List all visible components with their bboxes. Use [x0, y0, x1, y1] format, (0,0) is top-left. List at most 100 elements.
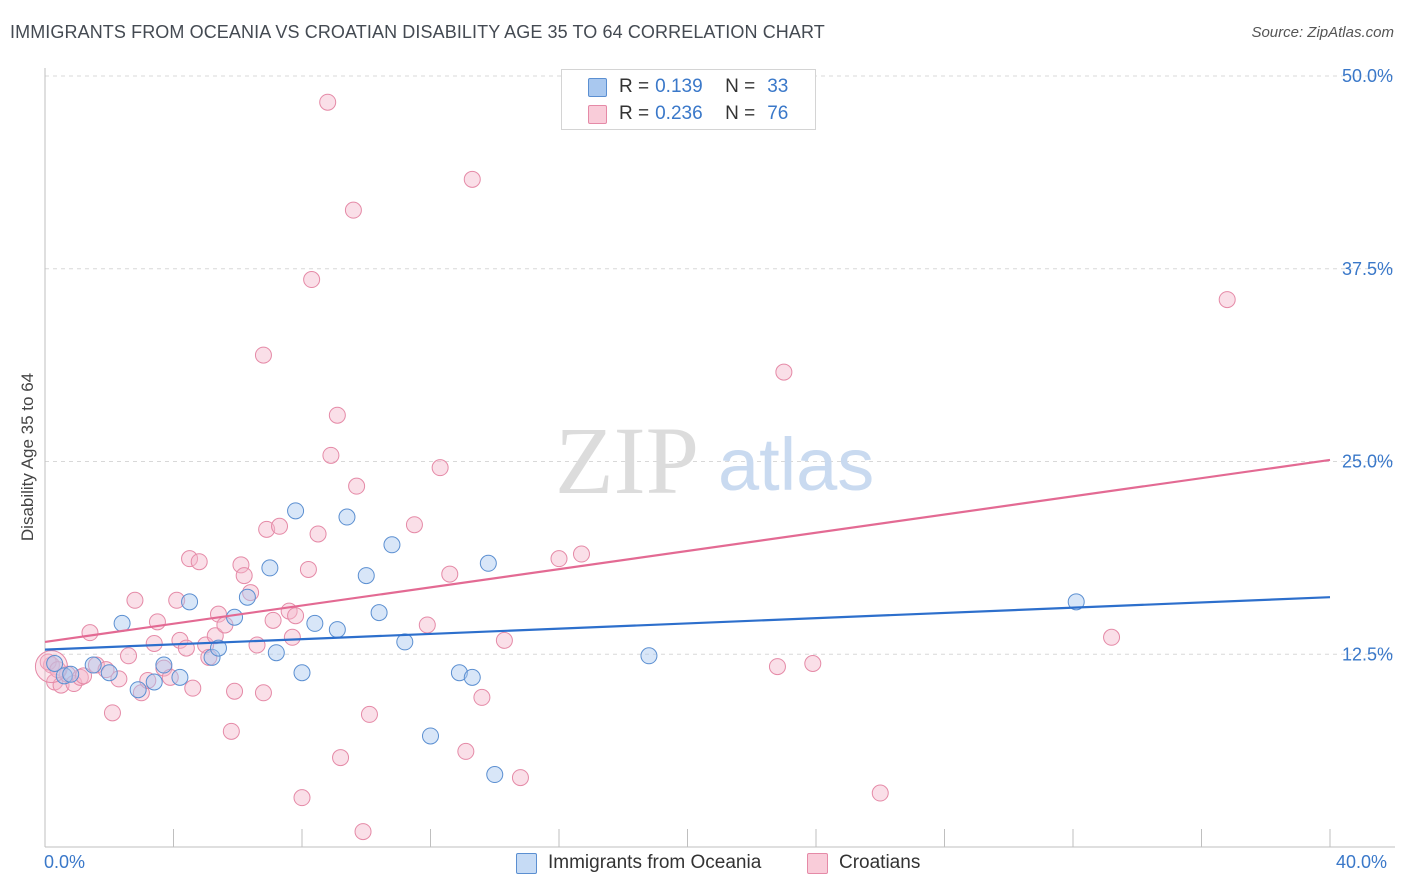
- croatians-point: [1103, 628, 1121, 646]
- oceania-point: [155, 656, 173, 674]
- oceania-point: [422, 727, 439, 745]
- croatians-point: [232, 556, 250, 574]
- oceania-point: [181, 593, 199, 611]
- croatians-point: [248, 636, 266, 654]
- oceania-point: [171, 668, 189, 686]
- croatians-point: [768, 658, 786, 676]
- legend-label-oceania: Immigrants from Oceania: [548, 852, 762, 873]
- oceania-point: [306, 614, 324, 632]
- croatians-point: [168, 591, 186, 609]
- y-tick-label: 50.0%: [1342, 66, 1393, 86]
- stats-legend: R = 0.139 N = 33 R = 0.236 N = 76: [561, 69, 816, 130]
- n-value: 33: [767, 76, 789, 97]
- croatians-point: [511, 769, 529, 787]
- chart-title: IMMIGRANTS FROM OCEANIA VS CROATIAN DISA…: [10, 22, 825, 42]
- oceania-point: [62, 665, 80, 683]
- croatians-point: [283, 628, 301, 646]
- r-label: R =: [619, 103, 650, 124]
- croatians-point: [254, 684, 272, 702]
- oceania-point: [226, 608, 244, 626]
- croatians-point: [405, 516, 423, 534]
- oceania-point: [261, 559, 279, 577]
- oceania-point: [203, 648, 221, 666]
- croatians-point: [293, 789, 311, 807]
- croatians-point: [344, 201, 362, 219]
- croatians-point: [242, 584, 260, 602]
- croatians-point: [258, 520, 276, 538]
- y-tick-label: 12.5%: [1342, 644, 1393, 664]
- oceania-points: [46, 502, 1085, 784]
- oceania-point: [100, 664, 118, 682]
- croatians-point: [235, 567, 253, 585]
- y-tick-label: 37.5%: [1342, 259, 1393, 279]
- oceania-point: [640, 647, 658, 665]
- y-tick-labels: 12.5% 25.0% 37.5% 50.0%: [1342, 66, 1393, 664]
- croatians-point: [190, 553, 208, 571]
- croatians-point: [264, 611, 282, 629]
- oceania-point: [209, 639, 227, 657]
- oceania-point: [129, 681, 147, 699]
- oceania-point: [293, 664, 311, 682]
- croatians-point: [473, 688, 491, 706]
- watermark-atlas: atlas: [718, 423, 874, 506]
- croatians-point: [81, 624, 99, 642]
- source-credit: Source: ZipAtlas.com: [1251, 24, 1394, 41]
- croatians-point: [145, 634, 163, 652]
- croatians-point: [354, 823, 372, 841]
- croatians-point: [177, 639, 195, 657]
- n-label: N =: [725, 76, 756, 97]
- croatians-point: [126, 591, 144, 609]
- r-value: 0.139: [655, 76, 703, 97]
- croatians-point: [309, 525, 327, 543]
- oceania-point: [338, 508, 356, 526]
- r-value: 0.236: [655, 103, 703, 124]
- croatians-point: [254, 346, 272, 364]
- croatians-point: [299, 560, 317, 578]
- legend-item-croatians[interactable]: Croatians: [807, 852, 920, 874]
- croatians-point: [181, 550, 199, 568]
- croatians-point: [120, 647, 138, 665]
- oceania-point: [463, 668, 481, 686]
- croatians-point: [360, 705, 378, 723]
- croatians-point: [322, 446, 340, 464]
- stats-legend-row-oceania: R = 0.139 N = 33: [588, 74, 788, 100]
- croatians-point: [463, 170, 481, 188]
- croatians-point: [226, 682, 244, 700]
- croatians-swatch: [588, 104, 607, 124]
- x-tick-label-min: 0.0%: [44, 852, 86, 872]
- croatians-point: [103, 704, 121, 722]
- croatians-point: [110, 670, 128, 688]
- oceania-point: [287, 502, 305, 520]
- oceania-point: [113, 614, 131, 632]
- croatians-point: [222, 722, 240, 740]
- n-label: N =: [725, 103, 756, 124]
- y-tick-label: 25.0%: [1342, 452, 1393, 472]
- croatians-point: [431, 459, 449, 477]
- x-tick-label-max: 40.0%: [1336, 852, 1388, 872]
- oceania-point: [1067, 593, 1085, 611]
- watermark: ZIP atlas: [555, 407, 874, 514]
- oceania-point: [84, 656, 102, 674]
- croatians-point: [271, 517, 289, 535]
- croatians-legend-swatch: [807, 852, 828, 874]
- croatians-point: [348, 477, 366, 495]
- legend-item-oceania[interactable]: Immigrants from Oceania: [516, 852, 761, 874]
- oceania-point: [370, 604, 388, 622]
- watermark-zip: ZIP: [555, 407, 699, 514]
- oceania-point: [479, 554, 497, 572]
- oceania-point: [357, 567, 375, 585]
- croatians-point: [441, 565, 459, 583]
- oceania-point: [396, 633, 414, 651]
- croatians-trend-line: [44, 458, 1331, 644]
- r-label: R =: [619, 76, 650, 97]
- croatians-point: [332, 749, 350, 767]
- croatians-point: [804, 655, 822, 673]
- trend-lines: [44, 458, 1331, 651]
- croatians-point: [457, 742, 475, 760]
- stats-legend-row-croatians: R = 0.236 N = 76: [588, 101, 788, 127]
- oceania-point: [267, 644, 285, 662]
- y-axis-label: Disability Age 35 to 64: [18, 373, 37, 541]
- croatians-point: [572, 545, 590, 563]
- axes: [44, 68, 1395, 848]
